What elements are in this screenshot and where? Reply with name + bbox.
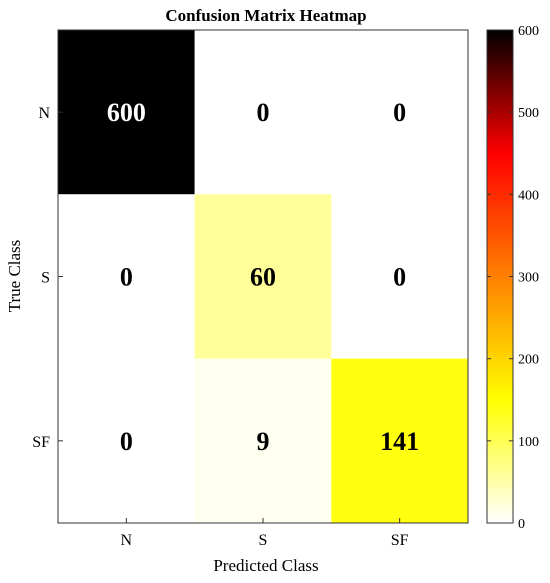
y-tick-label: SF xyxy=(32,434,50,451)
x-tick-label: SF xyxy=(391,532,409,549)
colorbar-tick-label: 400 xyxy=(518,188,539,203)
heatmap-cell-S-S xyxy=(194,194,332,359)
cell-value-label: 9 xyxy=(257,427,270,456)
colorbar-tick-label: 500 xyxy=(518,106,539,121)
colorbar-ticks: 0 100 200 300 400 500 600 xyxy=(487,24,539,532)
y-tick-label: N xyxy=(38,105,50,122)
heatmap-cell-N-SF xyxy=(331,30,468,195)
cell-value-label: 0 xyxy=(120,263,133,292)
y-axis-ticks: N S SF xyxy=(32,105,63,451)
colorbar-tick-label: 0 xyxy=(518,517,525,532)
heatmap-cell-S-SF xyxy=(331,194,468,359)
cell-value-label: 0 xyxy=(257,98,270,127)
heatmap-cell-S-N xyxy=(58,194,195,359)
heatmap-cell-SF-S xyxy=(194,358,332,523)
colorbar-tick-label: 600 xyxy=(518,24,539,39)
x-tick-label: S xyxy=(259,532,268,549)
cell-value-label: 600 xyxy=(107,98,146,127)
y-tick-label: S xyxy=(41,270,50,287)
cell-value-label: 0 xyxy=(120,427,133,456)
heatmap-cell-SF-SF xyxy=(331,358,468,523)
cell-value-label: 141 xyxy=(380,427,419,456)
cell-value-label: 0 xyxy=(393,98,406,127)
heatmap-cell-SF-N xyxy=(58,358,195,523)
colorbar-tick-label: 100 xyxy=(518,435,539,450)
x-axis-label: Predicted Class xyxy=(213,556,318,575)
heatmap-cells xyxy=(58,30,468,523)
heatmap-cell-labels: 600 0 00 60 00 9 141 xyxy=(107,98,419,456)
heatmap-cell-N-N xyxy=(58,30,195,195)
chart-title: Confusion Matrix Heatmap xyxy=(165,6,366,25)
heatmap-cell-N-S xyxy=(194,30,332,195)
cell-value-label: 60 xyxy=(250,263,276,292)
colorbar-tick-label: 300 xyxy=(518,271,539,286)
cell-value-label: 0 xyxy=(393,263,406,292)
y-axis-label: True Class xyxy=(5,240,24,313)
colorbar-tick-label: 200 xyxy=(518,353,539,368)
x-tick-label: N xyxy=(121,532,133,549)
x-axis-ticks: N S SF xyxy=(121,518,409,549)
